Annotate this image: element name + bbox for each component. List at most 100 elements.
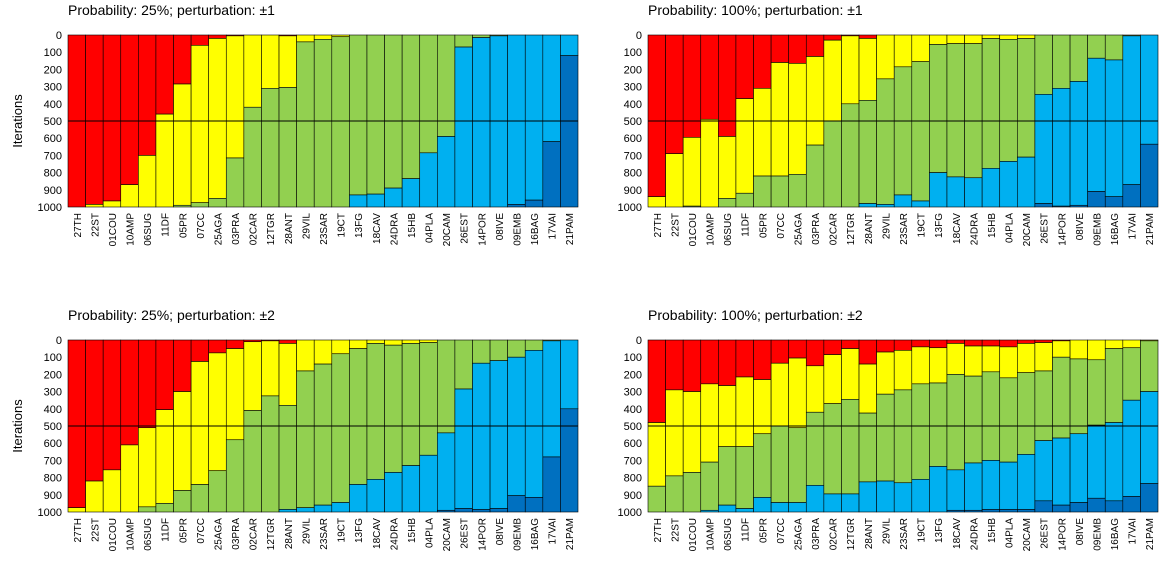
bar-segment — [296, 339, 315, 372]
bar-segment — [472, 362, 491, 510]
x-tick-label: 02CAR — [829, 213, 840, 245]
bar-segment — [102, 469, 122, 513]
bar-segment — [999, 377, 1018, 463]
bar-segment — [313, 339, 333, 365]
bar-segment — [524, 34, 544, 201]
y-tick-label: 0 — [636, 335, 642, 347]
bar-segment — [770, 62, 789, 177]
x-tick-label: 17VAI — [548, 213, 559, 240]
x-tick-label: 14POR — [1057, 213, 1068, 246]
bar-segment — [507, 204, 526, 208]
x-tick-label: 04PLA — [425, 213, 436, 243]
y-tick-label: 300 — [44, 387, 62, 399]
bar-segment — [85, 339, 104, 482]
bar-segment — [261, 34, 280, 89]
bar-segment — [823, 39, 842, 122]
bar-segment — [770, 34, 789, 63]
bar-segment — [102, 200, 122, 208]
bar-segment — [190, 34, 209, 46]
bar-segment — [718, 198, 737, 208]
bar-segment — [524, 350, 544, 498]
y-tick-label: 1000 — [618, 507, 642, 519]
bar-segment — [876, 34, 895, 80]
bar-segment — [735, 339, 754, 378]
y-tick-label: 500 — [624, 421, 642, 433]
bar-segment — [946, 374, 965, 471]
x-tick-label: 23SAR — [319, 213, 330, 245]
x-tick-label: 10AMP — [126, 518, 137, 551]
bar-segment — [208, 34, 227, 39]
bar-segment — [138, 34, 157, 156]
bar-segment — [296, 41, 315, 208]
bar-segment — [735, 376, 754, 447]
bar-segment — [858, 412, 877, 483]
bar-segment — [1087, 497, 1106, 513]
y-tick-label: 700 — [44, 455, 62, 467]
bar-segment — [946, 509, 965, 513]
bar-segment — [208, 470, 227, 513]
bar-segment — [1069, 204, 1088, 208]
x-tick-label: 03PRA — [811, 213, 822, 245]
y-tick-label: 400 — [44, 404, 62, 416]
bar-segment — [805, 485, 825, 513]
bar-segment — [437, 432, 456, 511]
bar-segment — [893, 66, 913, 196]
bar-segment — [261, 88, 280, 208]
x-tick-label: 14POR — [1057, 518, 1068, 551]
x-tick-label: 22ST — [90, 518, 101, 542]
x-tick-label: 20CAM — [442, 518, 453, 551]
bar-segment — [401, 343, 421, 466]
bar-segment — [331, 36, 350, 208]
bar-segment — [911, 346, 930, 385]
bar-segment — [858, 38, 877, 101]
bar-segment — [472, 37, 491, 208]
y-tick-label: 100 — [624, 352, 642, 364]
bar-segment — [929, 382, 948, 467]
bar-segment — [190, 202, 209, 208]
x-tick-label: 25AGA — [793, 518, 804, 551]
bar-segment — [261, 395, 280, 513]
bar-segment — [999, 346, 1018, 379]
bar-segment — [946, 343, 965, 375]
x-tick-label: 18CAV — [372, 518, 383, 549]
x-tick-label: 03PRA — [231, 518, 242, 550]
bar-segment — [823, 403, 842, 495]
bar-segment — [1034, 342, 1053, 372]
bar-segment — [946, 34, 965, 44]
x-tick-label: 29VIL — [881, 213, 892, 240]
bar-segment — [964, 177, 983, 208]
bar-segment — [1034, 370, 1053, 441]
bar-segment — [225, 35, 245, 159]
x-tick-label: 19CT — [917, 518, 928, 542]
y-tick-label: 500 — [44, 421, 62, 433]
bar-segment — [999, 161, 1018, 208]
x-tick-label: 27TH — [73, 518, 84, 542]
bar-segment — [1140, 391, 1159, 484]
bar-segment — [823, 493, 842, 513]
bar-segment — [682, 339, 702, 392]
bar-segment — [261, 340, 280, 397]
y-tick-label: 1000 — [38, 202, 62, 214]
x-tick-label: 04PLA — [1005, 518, 1016, 548]
x-tick-label: 02CAR — [829, 518, 840, 550]
x-tick-label: 28ANT — [284, 213, 295, 244]
bar-segment — [331, 339, 350, 355]
x-tick-label: 08IVE — [495, 213, 506, 241]
bar-segment — [1087, 191, 1106, 208]
bar-segment — [1122, 347, 1141, 401]
y-tick-label: 900 — [624, 490, 642, 502]
bar-segment — [1052, 504, 1071, 513]
bar-segment — [858, 34, 877, 39]
bar-segment — [1087, 424, 1106, 499]
bar-segment — [981, 38, 1001, 169]
bar-segment — [138, 155, 157, 208]
bar-segment — [120, 34, 139, 185]
bar-segment — [929, 34, 948, 45]
y-axis-label: Iterations — [10, 94, 25, 148]
bar-segment — [858, 481, 877, 513]
bar-segment — [296, 370, 315, 508]
bar-segment — [384, 344, 403, 473]
bar-segment — [1052, 34, 1071, 89]
bar-segment — [858, 100, 877, 204]
